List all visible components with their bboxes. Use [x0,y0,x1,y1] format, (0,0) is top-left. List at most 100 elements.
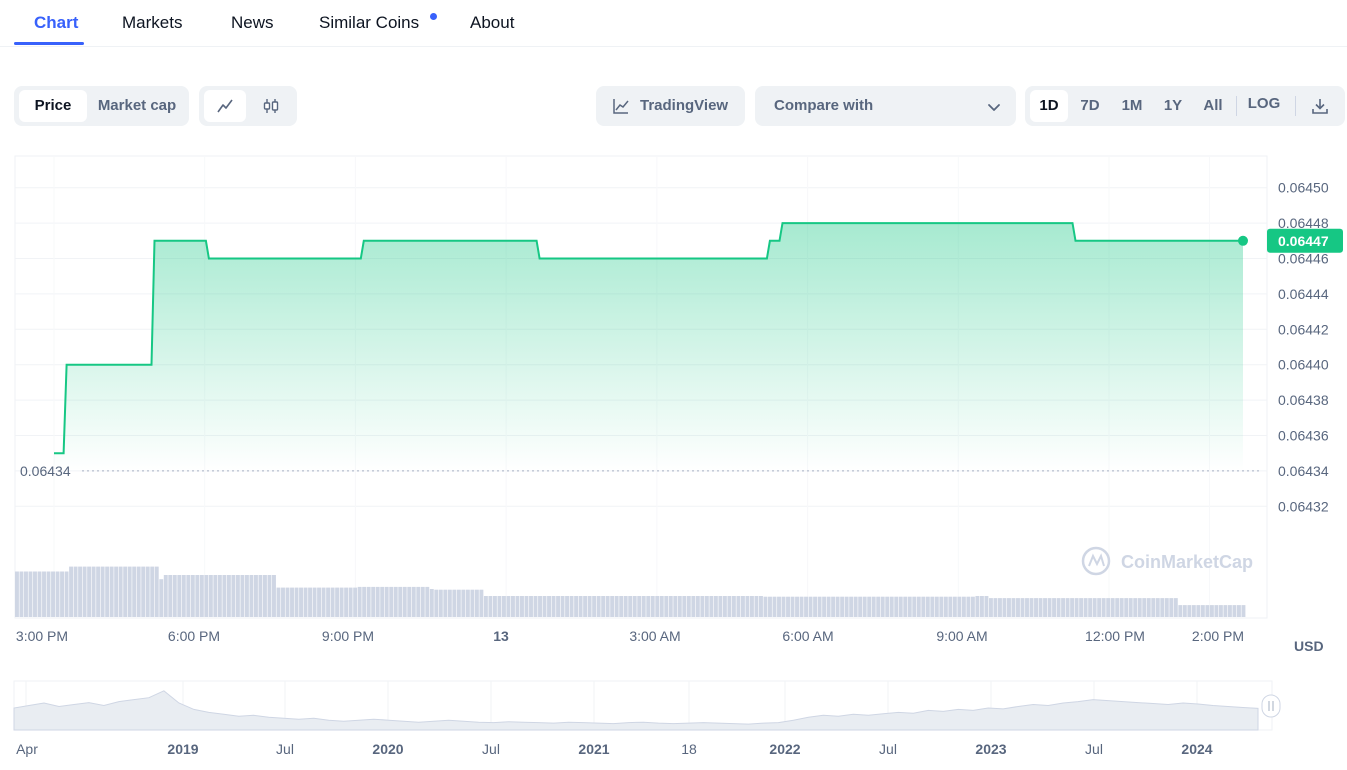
volume-bar [416,586,421,617]
volume-bar [745,596,750,617]
volume-bar [114,566,119,617]
volume-bar [1232,605,1237,617]
range-1y[interactable]: 1Y [1163,97,1183,114]
volume-bar [799,596,804,617]
volume-bar [943,596,948,617]
volume-bar [885,596,890,617]
volume-bar [244,575,249,617]
volume-bar [1214,605,1219,617]
download-button[interactable] [1303,90,1337,122]
chevron-down-icon [988,104,1000,111]
volume-bar [786,596,790,617]
volume-bar [362,586,367,617]
volume-bar [479,589,484,617]
volume-bar [78,566,83,617]
volume-bar [898,596,903,617]
range-separator [1295,96,1296,116]
volume-bar [506,596,511,617]
volume-bar [366,586,371,617]
tab-markets[interactable]: Markets [122,13,183,32]
current-price-marker [1238,235,1248,246]
navigator-tick-label: 2021 [578,741,609,757]
volume-bar [781,596,786,617]
volume-bar [826,596,831,617]
volume-bar [1097,598,1102,617]
volume-bar [907,596,912,617]
volume-bar [87,566,92,617]
volume-bar [136,566,141,617]
volume-bar [1056,598,1061,617]
volume-bar [740,596,745,617]
tab-news[interactable]: News [231,13,274,32]
range-1d[interactable]: 1D [1030,90,1068,122]
volume-bar [411,586,416,617]
volume-bar [948,596,953,617]
volume-bar [213,575,218,617]
volume-bar [533,596,538,617]
volume-bar [650,596,655,617]
volume-bar [1173,598,1178,617]
volume-bar [560,596,565,617]
volume-bar [272,575,276,617]
volume-bar [817,596,822,617]
tradingview-button[interactable]: TradingView [596,86,745,126]
tab-about[interactable]: About [470,13,515,32]
volume-bar [1223,605,1228,617]
volume-bar [1142,598,1147,617]
volume-bar [15,571,19,617]
tradingview-icon [613,99,629,114]
volume-bar [501,596,506,617]
compare-dropdown[interactable]: Compare with [755,86,1016,126]
tab-chart[interactable]: Chart [34,13,79,32]
volume-bar [632,596,637,617]
line-chart-button[interactable] [204,90,246,122]
range-1m[interactable]: 1M [1121,97,1143,114]
range-7d[interactable]: 7D [1080,97,1100,114]
current-price-badge [1267,228,1343,253]
market-cap-button[interactable]: Market cap [97,97,177,114]
candlestick-button[interactable] [250,90,292,122]
volume-bar [709,596,714,617]
volume-bar [659,596,664,617]
x-tick-label: 2:00 PM [1192,628,1244,644]
price-button[interactable]: Price [19,90,87,122]
volume-bar [389,586,394,617]
volume-bar [1182,605,1187,617]
volume-bar [524,596,529,617]
notification-dot [430,13,437,20]
y-tick-label: 0.06444 [1278,286,1329,302]
volume-bar [547,596,551,617]
currency-label: USD [1294,638,1324,654]
volume-bar [1137,598,1142,617]
volume-bar [628,596,633,617]
tab-similar-coins[interactable]: Similar Coins [319,13,420,32]
volume-bar [46,571,51,617]
volume-bar [1007,598,1011,617]
volume-bar [939,596,944,617]
volume-bar [100,566,105,617]
range-all[interactable]: All [1203,97,1223,114]
price-chart[interactable]: 0.06450 0.06448 0.06446 0.06444 0.06442 0.064… [0,150,1347,770]
volume-bar [73,566,78,617]
volume-bar [145,566,150,617]
volume-bar [217,575,222,617]
volume-bar [569,596,574,617]
volume-bar [795,596,799,617]
volume-bar [655,596,660,617]
volume-bar [303,587,308,617]
volume-bar [42,571,46,617]
volume-bar [240,575,245,617]
volume-bar [24,571,28,617]
volume-bar [1187,605,1192,617]
log-scale-button[interactable]: LOG [1247,95,1281,112]
volume-bar [294,587,299,617]
volume-bar [1151,598,1156,617]
x-tick-label: 3:00 PM [16,628,68,644]
volume-bar [263,575,267,617]
navigator-tick-label: Jul [482,741,500,757]
navigator-tick-label: 2022 [769,741,800,757]
volume-bar [163,575,168,617]
volume-bar [578,596,583,617]
volume-bar [1065,598,1070,617]
metric-toggle: Price Market cap [14,86,189,126]
